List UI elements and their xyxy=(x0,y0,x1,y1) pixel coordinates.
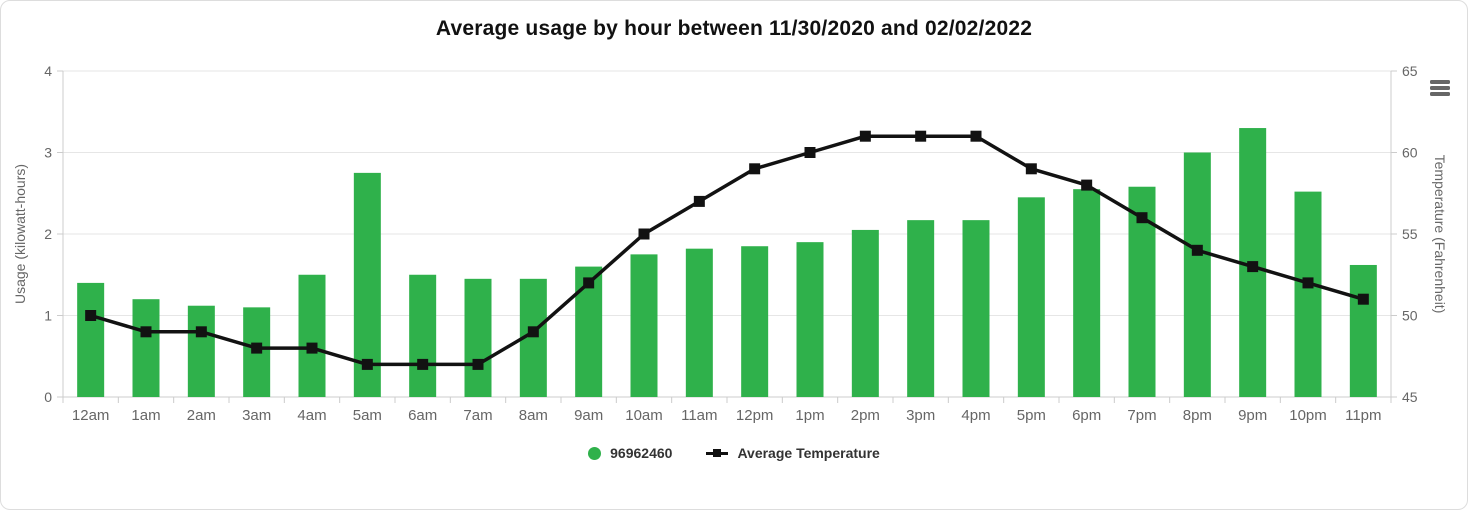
temperature-point-11pm[interactable] xyxy=(1357,293,1369,305)
usage-bar-1pm[interactable] xyxy=(796,242,824,397)
usage-bar-12pm[interactable] xyxy=(741,246,769,397)
usage-bar-8pm[interactable] xyxy=(1183,152,1211,398)
right-axis-tick-label: 60 xyxy=(1402,145,1418,161)
temperature-point-11am[interactable] xyxy=(693,195,705,207)
usage-bar-3pm[interactable] xyxy=(907,220,935,397)
usage-bar-10am[interactable] xyxy=(630,254,658,397)
temperature-point-12pm[interactable] xyxy=(749,163,761,175)
temperature-point-12am[interactable] xyxy=(85,310,97,321)
temperature-point-6am[interactable] xyxy=(417,358,429,370)
temperature-point-9am[interactable] xyxy=(583,277,595,289)
usage-bar-5pm[interactable] xyxy=(1017,197,1045,397)
temperature-point-4am[interactable] xyxy=(306,342,318,354)
hamburger-icon xyxy=(1427,80,1453,96)
usage-bar-11pm[interactable] xyxy=(1349,264,1377,397)
legend: 96962460 Average Temperature xyxy=(1,445,1467,461)
left-axis-tick-label: 4 xyxy=(44,63,52,79)
usage-bar-10pm[interactable] xyxy=(1294,191,1322,397)
x-axis-label-11am: 11am xyxy=(681,407,717,424)
temperature-point-10am[interactable] xyxy=(638,228,650,240)
x-axis-label-11pm: 11pm xyxy=(1345,407,1381,424)
left-axis-tick-label: 2 xyxy=(44,226,52,242)
x-axis-label-2am: 2am xyxy=(187,407,216,424)
x-axis-label-8pm: 8pm xyxy=(1183,407,1212,424)
usage-series-dot-icon xyxy=(588,446,602,460)
temperature-point-2am[interactable] xyxy=(195,326,207,338)
temperature-point-4pm[interactable] xyxy=(970,130,982,142)
left-axis-tick-label: 3 xyxy=(44,145,52,161)
temperature-point-3pm[interactable] xyxy=(915,130,927,142)
x-axis-label-9am: 9am xyxy=(574,407,603,424)
x-axis-label-5am: 5am xyxy=(353,407,382,424)
temperature-point-1am[interactable] xyxy=(140,326,152,338)
x-axis-label-1pm: 1pm xyxy=(795,407,824,424)
legend-usage-label: 96962460 xyxy=(610,445,673,461)
usage-bar-1am[interactable] xyxy=(132,299,160,397)
left-axis-tick-label: 0 xyxy=(44,389,52,405)
temperature-point-5pm[interactable] xyxy=(1025,163,1037,175)
x-axis-label-10am: 10am xyxy=(625,407,663,424)
right-axis-title: Temperature (Fahrenheit) xyxy=(1432,155,1448,314)
temperature-point-2pm[interactable] xyxy=(859,130,871,142)
usage-bar-11am[interactable] xyxy=(685,248,713,397)
x-axis-label-12am: 12am xyxy=(72,407,110,424)
x-axis-label-1am: 1am xyxy=(131,407,160,424)
usage-bar-2pm[interactable] xyxy=(851,229,879,397)
usage-bar-6pm[interactable] xyxy=(1073,189,1101,397)
temperature-point-5am[interactable] xyxy=(361,358,373,370)
x-axis-label-12pm: 12pm xyxy=(736,407,774,424)
usage-bar-7am[interactable] xyxy=(464,278,492,397)
legend-item-temperature[interactable]: Average Temperature xyxy=(706,445,880,461)
temperature-point-6pm[interactable] xyxy=(1081,179,1093,191)
x-axis-label-9pm: 9pm xyxy=(1238,407,1267,424)
right-axis-tick-label: 65 xyxy=(1402,63,1418,79)
x-axis-label-6am: 6am xyxy=(408,407,437,424)
temperature-point-7pm[interactable] xyxy=(1136,212,1148,224)
temperature-line xyxy=(90,134,1364,367)
temperature-point-1pm[interactable] xyxy=(804,147,816,158)
usage-bar-4pm[interactable] xyxy=(962,220,990,397)
x-axis-label-4am: 4am xyxy=(297,407,326,424)
x-axis-label-7pm: 7pm xyxy=(1127,407,1156,424)
right-axis-tick-label: 45 xyxy=(1402,389,1418,405)
usage-bar-12am[interactable] xyxy=(77,282,105,397)
legend-temperature-label: Average Temperature xyxy=(737,445,880,461)
right-axis-tick-label: 50 xyxy=(1402,308,1418,324)
x-axis-label-3am: 3am xyxy=(242,407,271,424)
legend-item-usage[interactable]: 96962460 xyxy=(588,445,672,461)
temperature-point-8am[interactable] xyxy=(527,326,539,338)
chart-title: Average usage by hour between 11/30/2020… xyxy=(435,17,1033,40)
left-axis-title: Usage (kilowatt-hours) xyxy=(12,164,28,304)
right-axis-tick-label: 55 xyxy=(1402,226,1418,242)
x-axis-label-4pm: 4pm xyxy=(961,407,990,424)
temperature-point-10pm[interactable] xyxy=(1302,277,1314,289)
chart-context-menu-button[interactable] xyxy=(1427,77,1453,101)
temperature-point-3am[interactable] xyxy=(251,342,263,354)
usage-bar-4am[interactable] xyxy=(298,274,326,397)
x-axis-label-2pm: 2pm xyxy=(851,407,880,424)
left-axis-tick-label: 1 xyxy=(44,308,52,324)
x-axis-label-3pm: 3pm xyxy=(906,407,935,424)
temperature-series-line-icon xyxy=(706,447,729,460)
x-axis-label-8am: 8am xyxy=(519,407,548,424)
x-axis-label-5pm: 5pm xyxy=(1017,407,1046,424)
x-axis-label-6pm: 6pm xyxy=(1072,407,1101,424)
temperature-point-9pm[interactable] xyxy=(1247,261,1259,273)
temperature-point-8pm[interactable] xyxy=(1191,244,1203,256)
x-axis-label-10pm: 10pm xyxy=(1289,407,1327,424)
usage-bar-6am[interactable] xyxy=(409,274,437,397)
x-axis-label-7am: 7am xyxy=(463,407,492,424)
temperature-point-7am[interactable] xyxy=(472,358,484,370)
usage-bar-2am[interactable] xyxy=(187,305,215,397)
